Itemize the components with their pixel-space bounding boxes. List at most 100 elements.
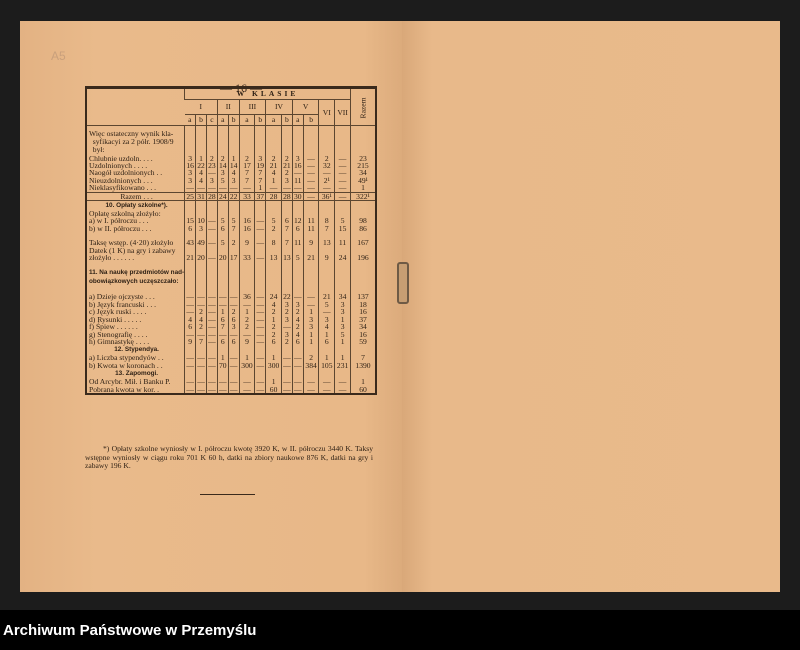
cell-value: — bbox=[216, 292, 229, 302]
empty-cell bbox=[184, 200, 196, 211]
empty-cell bbox=[216, 246, 229, 255]
cell-value: 4 bbox=[195, 169, 207, 177]
division-header: b bbox=[280, 114, 293, 126]
empty-cell bbox=[280, 125, 293, 155]
division-header: a bbox=[184, 114, 196, 126]
cell-value: — bbox=[291, 353, 304, 363]
section-heading: 13. Zapomogi. bbox=[115, 370, 159, 378]
empty-cell bbox=[216, 345, 229, 355]
cell-value: 37 bbox=[254, 191, 266, 202]
cell-value: 1 bbox=[195, 154, 207, 162]
cell-value: — bbox=[227, 299, 240, 309]
cell-value: 3 bbox=[334, 308, 351, 316]
cell-value: 34 bbox=[334, 293, 351, 301]
cell-value: 2 bbox=[238, 323, 255, 331]
empty-cell bbox=[216, 125, 229, 155]
cell-value: — bbox=[216, 329, 229, 339]
cell-value: 167 bbox=[350, 239, 375, 247]
empty-cell bbox=[227, 261, 240, 269]
empty-cell bbox=[238, 232, 255, 240]
cell-value: 25 bbox=[184, 191, 196, 202]
cell-value: — bbox=[205, 353, 218, 363]
cell-value: 2 bbox=[195, 323, 207, 331]
cell-value: 2 bbox=[291, 308, 304, 316]
cell-value: — bbox=[216, 377, 229, 387]
empty-cell bbox=[350, 210, 375, 218]
cell-value: 7 bbox=[254, 169, 266, 177]
empty-cell bbox=[238, 369, 255, 379]
cell-value: 30 bbox=[291, 191, 304, 202]
cell-value: — bbox=[184, 384, 196, 394]
empty-cell bbox=[227, 286, 240, 294]
cell-value: 1 bbox=[350, 184, 375, 193]
empty-cell bbox=[254, 210, 266, 218]
cell-value: — bbox=[238, 385, 255, 393]
cell-value: 3 bbox=[184, 169, 196, 177]
empty-cell bbox=[334, 210, 351, 218]
cell-value: 28 bbox=[280, 191, 293, 202]
empty-cell bbox=[302, 210, 319, 218]
empty-cell bbox=[350, 268, 375, 287]
cell-value: 8 bbox=[265, 239, 282, 247]
table-row: g) Stenografię . . . . — — — — — — —2 3 4 1 1 5 16 bbox=[87, 329, 375, 339]
division-header: a bbox=[238, 114, 255, 126]
cell-value: — bbox=[280, 322, 293, 332]
cell-value: 1 bbox=[265, 315, 282, 323]
row-label: d) Rysunki . . . . . bbox=[89, 314, 142, 324]
empty-cell bbox=[350, 125, 375, 155]
cell-value: 16 bbox=[350, 308, 375, 316]
row-label: Nieuzdolnionych . . . bbox=[89, 175, 153, 185]
cell-value: — bbox=[254, 253, 266, 263]
cell-value: 4 bbox=[227, 169, 240, 177]
cell-value: 6 bbox=[318, 337, 335, 345]
empty-cell bbox=[280, 268, 293, 287]
empty-cell bbox=[195, 246, 207, 255]
cell-value: — bbox=[205, 360, 218, 370]
empty-cell bbox=[318, 125, 335, 155]
empty-cell bbox=[265, 369, 282, 379]
division-header: a bbox=[291, 114, 304, 126]
cell-value: 7 bbox=[350, 354, 375, 362]
empty-cell bbox=[227, 125, 240, 155]
row-label: Nieklasyfikowano . . . bbox=[89, 183, 157, 193]
empty-cell bbox=[227, 200, 240, 211]
division-header: b bbox=[227, 114, 240, 126]
empty-cell bbox=[291, 286, 304, 294]
archive-name: Archiwum Państwowe w Przemyślu bbox=[3, 622, 257, 639]
cell-value: — bbox=[280, 353, 293, 363]
cell-value: 16 bbox=[238, 224, 255, 232]
cell-value: — bbox=[205, 322, 218, 332]
cell-value: 5 bbox=[334, 330, 351, 338]
cell-value: 9 bbox=[238, 239, 255, 247]
cell-value: — bbox=[291, 168, 304, 178]
empty-cell bbox=[205, 232, 218, 240]
empty-cell bbox=[291, 200, 304, 211]
division-header: b bbox=[254, 114, 266, 126]
cell-value: 231 bbox=[334, 361, 351, 369]
cell-value: — bbox=[334, 169, 351, 177]
cell-value: — bbox=[184, 353, 196, 363]
empty-cell bbox=[291, 261, 304, 269]
cell-value: — bbox=[238, 300, 255, 308]
cell-value: 6 bbox=[291, 337, 304, 345]
empty-cell bbox=[280, 246, 293, 255]
empty-cell bbox=[318, 246, 335, 255]
empty-cell bbox=[318, 210, 335, 218]
cell-value: 3 bbox=[227, 323, 240, 331]
cell-value: — bbox=[205, 292, 218, 302]
empty-cell bbox=[280, 369, 293, 379]
cell-value: — bbox=[205, 329, 218, 339]
empty-cell bbox=[280, 232, 293, 240]
cell-value: 33 bbox=[238, 254, 255, 262]
cell-value: — bbox=[227, 384, 240, 394]
binding-staple bbox=[397, 262, 409, 304]
statistics-table: W KLASIE Razem I II III IV V VI VII a b c a b a b a b a b W… bbox=[85, 86, 377, 395]
empty-cell bbox=[216, 369, 229, 379]
cell-value: 3 bbox=[291, 300, 304, 308]
cell-value: 7 bbox=[227, 224, 240, 232]
cell-value: 1 bbox=[227, 154, 240, 162]
cell-value: — bbox=[318, 385, 335, 393]
empty-cell bbox=[302, 345, 319, 355]
cell-value: 1 bbox=[318, 354, 335, 362]
cell-value: 17 bbox=[227, 253, 240, 263]
